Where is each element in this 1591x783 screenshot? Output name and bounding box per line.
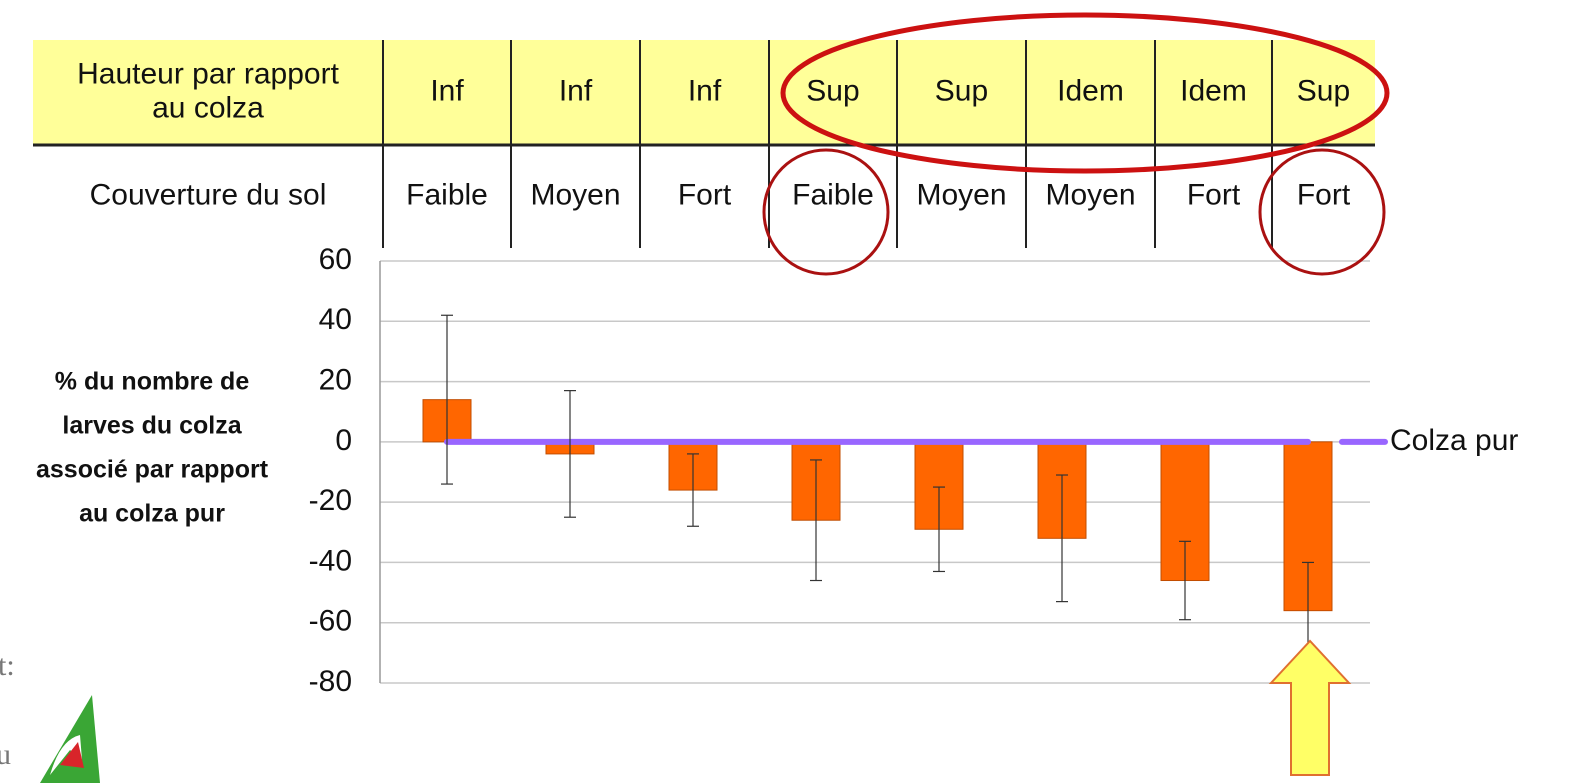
- table-cell: Fort: [1187, 178, 1241, 211]
- y-tick-label: 20: [319, 363, 352, 396]
- table-cell: Inf: [688, 74, 722, 107]
- table-cell: Idem: [1057, 74, 1124, 107]
- table-cell: au colza: [152, 91, 264, 124]
- highlight-ellipse: [780, 12, 1390, 174]
- table-cell: Moyen: [1045, 178, 1135, 211]
- y-axis-label: associé par rapport: [36, 456, 269, 484]
- y-tick-label: -80: [309, 665, 352, 698]
- error-bar: [687, 453, 699, 527]
- fragment-text: t:: [0, 649, 15, 682]
- table-cell: Inf: [559, 74, 593, 107]
- table-cell: Faible: [792, 178, 874, 211]
- arrow: [1268, 639, 1352, 776]
- table-cell: Hauteur par rapport: [77, 57, 339, 90]
- error-bar: [1056, 474, 1068, 603]
- table-cell: Sup: [1297, 74, 1350, 107]
- error-bar: [441, 314, 453, 485]
- table-cell: Couverture du sol: [90, 178, 327, 211]
- table-cell: Sup: [806, 74, 859, 107]
- highlight-circle: [762, 148, 890, 276]
- y-axis-label: % du nombre de: [55, 368, 250, 396]
- error-bar: [564, 390, 576, 518]
- y-tick-label: -60: [309, 605, 352, 638]
- header-row-bg: [33, 40, 1375, 145]
- highlight-circle: [1258, 148, 1386, 276]
- y-axis-label: larves du colza: [62, 412, 242, 440]
- y-tick-label: 40: [319, 303, 352, 336]
- table-cell: Sup: [935, 74, 988, 107]
- error-bar: [810, 459, 822, 582]
- y-tick-label: 0: [335, 424, 352, 457]
- fragment-text: u: [0, 738, 11, 771]
- error-bar: [1179, 540, 1191, 621]
- y-tick-label: 60: [319, 243, 352, 276]
- y-axis-label: au colza pur: [79, 500, 225, 528]
- y-tick-label: -20: [309, 484, 352, 517]
- table-cell: Faible: [406, 178, 488, 211]
- table-cell: Moyen: [530, 178, 620, 211]
- legend-label: Colza pur: [1390, 424, 1518, 457]
- table-cell: Fort: [678, 178, 732, 211]
- table-cell: Idem: [1180, 74, 1247, 107]
- table-cell: Moyen: [916, 178, 1006, 211]
- logo: [40, 695, 100, 783]
- y-tick-label: -40: [309, 544, 352, 577]
- table-cell: Inf: [430, 74, 464, 107]
- table-cell: Fort: [1297, 178, 1351, 211]
- error-bar: [933, 486, 945, 573]
